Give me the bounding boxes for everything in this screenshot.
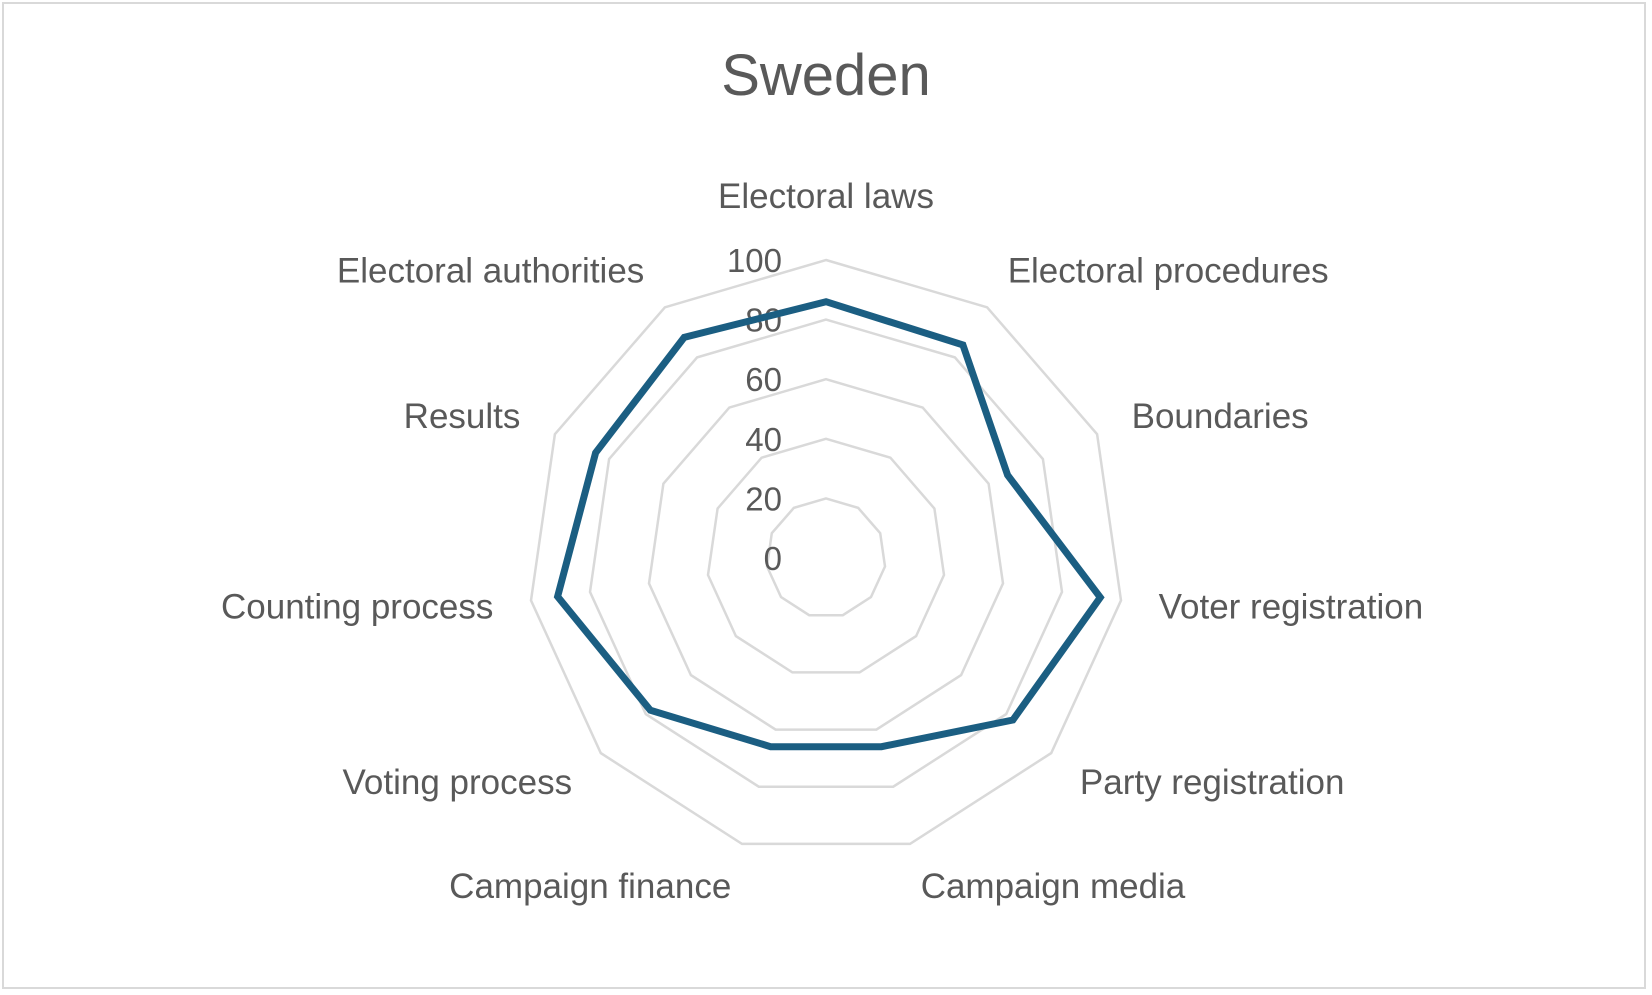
tick-label-20: 20 [745, 480, 782, 517]
grid-ring-100 [529, 258, 1123, 846]
category-label: Party registration [1080, 763, 1345, 802]
radar-grid [529, 258, 1123, 846]
category-label: Results [404, 397, 521, 436]
series-line-0 [553, 298, 1105, 751]
category-label: Campaign finance [449, 867, 731, 906]
category-labels: Electoral laws Electoral procedures Bounda… [221, 177, 1423, 906]
category-label: Electoral laws [718, 177, 934, 216]
tick-label-40: 40 [745, 421, 782, 458]
grid-ring-20 [765, 497, 887, 617]
category-label: Boundaries [1132, 397, 1309, 436]
category-label: Voting process [343, 763, 573, 802]
category-label: Voter registration [1159, 588, 1424, 627]
grid-ring-40 [706, 437, 946, 674]
grid-ring-60 [647, 377, 1005, 731]
tick-label-60: 60 [745, 361, 782, 398]
series-layer [553, 298, 1105, 751]
category-label: Counting process [221, 588, 493, 627]
category-label: Electoral procedures [1008, 251, 1329, 290]
category-label: Campaign media [921, 867, 1186, 906]
chart-title: Sweden [721, 43, 931, 108]
tick-label-100: 100 [727, 242, 782, 279]
tick-label-0: 0 [764, 540, 782, 577]
category-label: Electoral authorities [337, 251, 644, 290]
grid-ring-80 [588, 318, 1064, 788]
